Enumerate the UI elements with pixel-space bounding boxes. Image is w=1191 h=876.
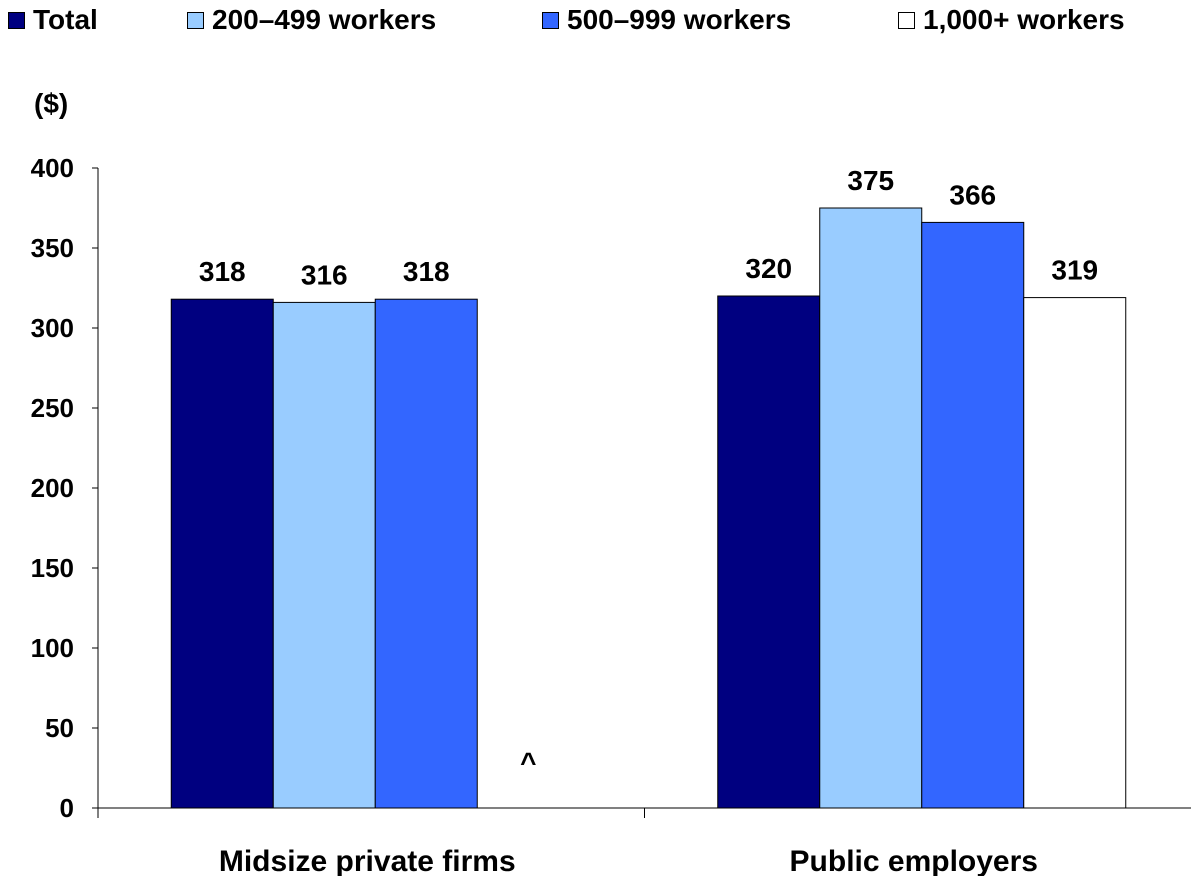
bar xyxy=(717,295,821,809)
legend-swatch xyxy=(898,11,915,29)
y-tick-label: 400 xyxy=(31,153,74,183)
legend-swatch xyxy=(542,11,559,29)
data-label: 366 xyxy=(949,179,996,210)
legend-item-200-499: 200–499 workers xyxy=(187,4,436,36)
y-tick-label: 150 xyxy=(31,553,74,583)
y-tick-label: 200 xyxy=(31,473,74,503)
bar xyxy=(170,298,274,809)
legend-label: 1,000+ workers xyxy=(923,4,1125,35)
y-tick-label: 100 xyxy=(31,633,74,663)
chart-legend: Total 200–499 workers 500–999 workers 1,… xyxy=(0,0,1191,44)
bar xyxy=(374,298,478,809)
legend-label: 200–499 workers xyxy=(212,4,437,35)
y-tick-label: 50 xyxy=(45,713,74,743)
data-label: 320 xyxy=(745,253,792,284)
data-annotation: ^ xyxy=(520,747,536,778)
data-label: 318 xyxy=(403,256,450,287)
y-tick-label: 0 xyxy=(60,793,74,823)
data-label: 375 xyxy=(847,165,894,196)
bar xyxy=(1023,297,1127,809)
x-category-label: Midsize private firms xyxy=(219,845,516,876)
legend-item-500-999: 500–999 workers xyxy=(542,4,791,36)
data-label: 316 xyxy=(301,259,348,290)
data-label: 319 xyxy=(1051,255,1098,286)
x-category-label: Public employers xyxy=(790,845,1038,876)
legend-item-1000-plus: 1,000+ workers xyxy=(898,4,1125,36)
legend-swatch xyxy=(8,11,25,29)
y-tick-label: 250 xyxy=(31,393,74,423)
bar xyxy=(921,221,1025,809)
legend-swatch xyxy=(187,11,204,29)
legend-label: 500–999 workers xyxy=(567,4,792,35)
y-tick-label: 300 xyxy=(31,313,74,343)
legend-label: Total xyxy=(33,4,98,35)
y-axis-unit-label: ($) xyxy=(34,88,69,119)
bar xyxy=(819,207,923,809)
legend-item-total: Total xyxy=(8,4,98,36)
data-label: 318 xyxy=(199,256,246,287)
y-tick-label: 350 xyxy=(31,233,74,263)
bar xyxy=(272,301,376,809)
